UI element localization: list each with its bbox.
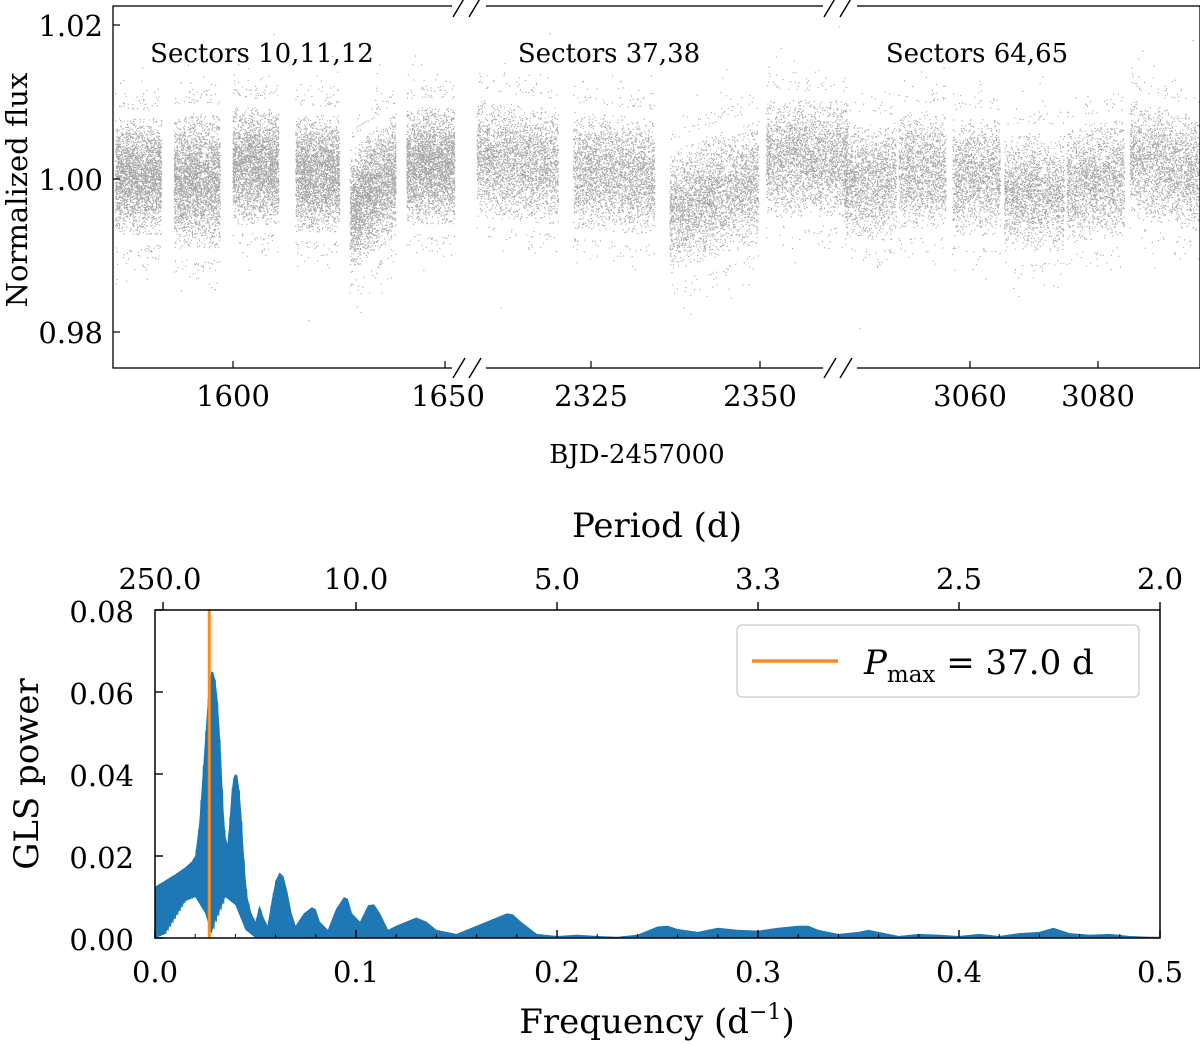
y-tick-label: 0.06 — [69, 677, 134, 711]
x-tick-label: 0.5 — [1137, 955, 1183, 989]
x-tick-label: 0.0 — [132, 955, 178, 989]
x-axis-label: Frequency (d−1) — [519, 1000, 794, 1042]
axis-break-1 — [452, 0, 486, 379]
top-tick-label: 2.0 — [1137, 562, 1183, 596]
axis-break-2 — [823, 0, 857, 379]
y-tick-label: 1.00 — [38, 163, 103, 197]
y-tick-label: 0.02 — [69, 841, 134, 875]
y-tick-label: 1.02 — [38, 9, 103, 43]
top-tick-label: 5.0 — [534, 562, 580, 596]
x-axis-label-end: ) — [781, 1002, 794, 1042]
legend-box — [736, 624, 1140, 698]
x-tick-label: 2350 — [723, 379, 797, 413]
top-tick-label: 2.5 — [936, 562, 982, 596]
x-axis-label-sup: −1 — [749, 1000, 781, 1025]
top-tick-label: 3.3 — [735, 562, 781, 596]
sector-label-3: Sectors 64,65 — [886, 39, 1068, 69]
sector-label-1: Sectors 10,11,12 — [150, 39, 374, 69]
sector-label-2: Sectors 37,38 — [518, 39, 700, 69]
legend-entry: Pmax = 37.0 d — [863, 643, 1094, 688]
x-tick-label: 0.2 — [534, 955, 580, 989]
x-axis-label: BJD-2457000 — [549, 440, 724, 470]
x-tick-label: 0.1 — [333, 955, 379, 989]
y-tick-label: 0.04 — [69, 759, 134, 793]
y-tick-label: 0.98 — [38, 316, 103, 350]
top-tick-label: 250.0 — [118, 562, 201, 596]
periodogram-y-axis: 0.08 0.06 0.04 0.02 0.00 GLS power — [7, 595, 134, 957]
legend-subscript: max — [887, 662, 936, 688]
periodogram-x-axis: 0.0 0.1 0.2 0.3 0.4 0.5 Frequency (d−1) — [132, 955, 1183, 1042]
light-curve-panel: 1.02 1.00 0.98 Normalized flux 1600 1650… — [0, 0, 1200, 470]
top-tick-label: 10.0 — [324, 562, 389, 596]
top-axis-label: Period (d) — [572, 506, 742, 546]
x-tick-label: 3060 — [933, 379, 1007, 413]
periodogram-top-axis: Period (d) 250.0 10.0 5.0 3.3 2.5 2.0 — [118, 506, 1183, 596]
gls-periodogram-area — [155, 671, 1160, 938]
legend: Pmax = 37.0 d — [736, 624, 1140, 698]
legend-symbol: P — [863, 643, 888, 683]
periodogram-panel: 0.08 0.06 0.04 0.02 0.00 GLS power 0.0 0… — [7, 506, 1183, 1042]
flux-points — [115, 26, 1200, 330]
light-curve-points — [115, 26, 1200, 330]
x-tick-label: 2325 — [554, 379, 628, 413]
light-curve-x-axis: 1600 1650 2325 2350 3060 3080 BJD-245700… — [196, 361, 1135, 470]
x-tick-label: 1600 — [196, 379, 270, 413]
y-tick-label: 0.08 — [69, 595, 134, 629]
x-tick-label: 0.4 — [936, 955, 982, 989]
light-curve-frame — [112, 5, 1200, 369]
y-tick-label: 0.00 — [69, 923, 134, 957]
x-axis-label-main: Frequency (d — [519, 1002, 749, 1042]
light-curve-y-axis: 1.02 1.00 0.98 Normalized flux — [0, 9, 120, 350]
legend-rest: = 37.0 d — [935, 643, 1093, 683]
y-axis-label: Normalized flux — [0, 73, 34, 308]
y-axis-label: GLS power — [7, 677, 47, 869]
x-tick-label: 1650 — [411, 379, 485, 413]
x-tick-label: 0.3 — [735, 955, 781, 989]
x-tick-label: 3080 — [1061, 379, 1135, 413]
